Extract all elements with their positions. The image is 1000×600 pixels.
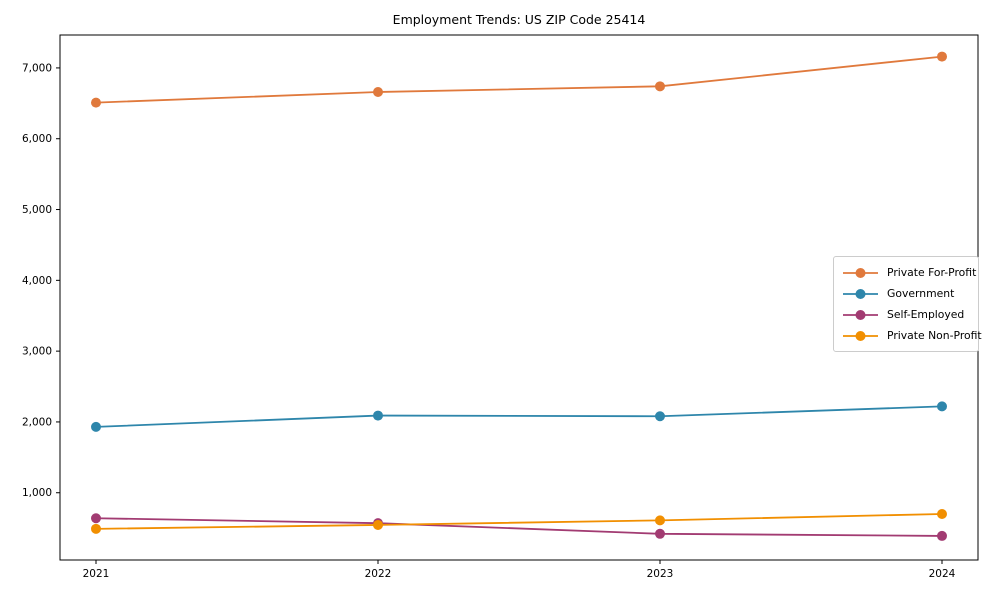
x-tick-label: 2022 [365, 568, 392, 580]
data-point-government-2021 [91, 421, 101, 432]
data-point-private-non-profit-2024 [937, 508, 947, 519]
legend-label-government: Government [887, 287, 955, 300]
legend-marker-private-for-profit-icon [843, 267, 878, 278]
data-point-self-employed-2023 [655, 528, 665, 539]
legend-marker-government-icon [843, 288, 878, 299]
y-tick-label: 1,000 [22, 487, 52, 499]
data-point-government-2023 [655, 411, 665, 422]
y-tick-label: 7,000 [22, 62, 52, 74]
y-tick-label: 6,000 [22, 133, 52, 145]
data-point-private-for-profit-2024 [937, 51, 947, 62]
legend-item-self-employed: Self-Employed [842, 304, 970, 325]
legend-item-private-for-profit: Private For-Profit [842, 262, 976, 283]
data-point-self-employed-2024 [937, 530, 947, 541]
y-tick-label: 5,000 [22, 204, 52, 216]
series-line-government [95, 405, 943, 428]
legend-marker-private-non-profit-icon [843, 330, 878, 341]
legend-label-self-employed: Self-Employed [887, 308, 965, 321]
x-tick-label: 2023 [647, 568, 674, 580]
legend-label-private-non-profit: Private Non-Profit [887, 329, 982, 342]
series-line-self-employed [95, 517, 943, 537]
x-tick-label: 2024 [929, 568, 956, 580]
legend: Private For-Profit Government Self-Employe… [833, 256, 982, 352]
data-point-self-employed-2021 [91, 513, 101, 524]
data-point-government-2022 [373, 410, 383, 421]
data-point-private-for-profit-2022 [373, 86, 383, 97]
y-tick-label: 3,000 [22, 346, 52, 358]
legend-item-government: Government [842, 283, 970, 304]
series-line-private-for-profit [95, 55, 943, 104]
data-point-private-for-profit-2021 [91, 97, 101, 108]
series-line-private-non-profit [95, 513, 943, 530]
data-point-private-for-profit-2023 [655, 81, 665, 92]
data-point-government-2024 [937, 401, 947, 412]
y-tick-label: 4,000 [22, 275, 52, 287]
legend-item-private-non-profit: Private Non-Profit [842, 325, 982, 346]
chart-title: Employment Trends: US ZIP Code 25414 [392, 12, 646, 27]
legend-marker-self-employed-icon [843, 309, 878, 320]
legend-label-private-for-profit: Private For-Profit [887, 266, 977, 279]
y-tick-label: 2,000 [22, 416, 52, 428]
data-point-private-non-profit-2021 [91, 523, 101, 534]
data-point-private-non-profit-2023 [655, 515, 665, 526]
x-tick-label: 2021 [83, 568, 110, 580]
data-point-private-non-profit-2022 [373, 519, 383, 530]
